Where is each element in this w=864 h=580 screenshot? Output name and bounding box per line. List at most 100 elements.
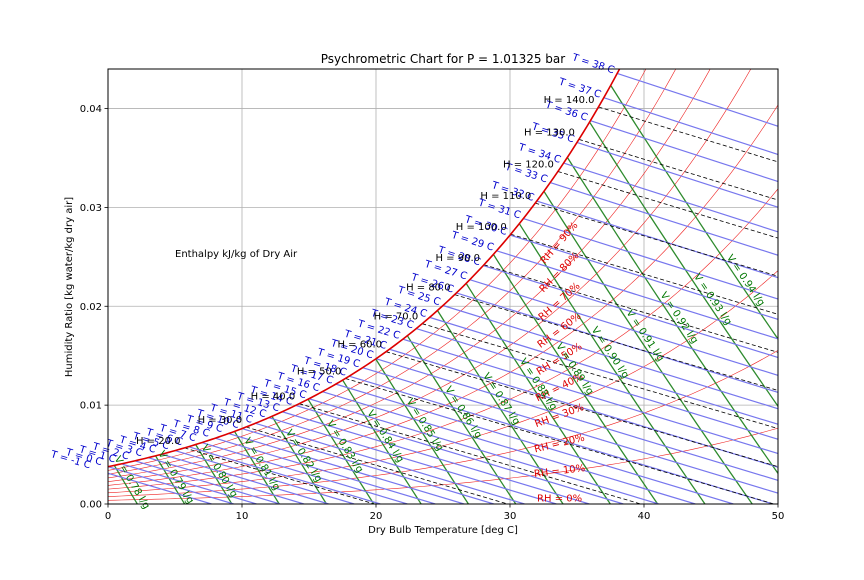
enthalpy-line <box>385 351 778 468</box>
enthalpy-line <box>299 403 641 504</box>
volume-line <box>233 431 280 504</box>
volume-line <box>154 455 186 504</box>
wet-bulb-line <box>483 265 778 359</box>
wet-bulb-line <box>402 338 778 455</box>
wet-bulb-line <box>416 328 778 440</box>
enthalpy-annotation: Enthalpy kJ/kg of Dry Air <box>175 249 298 260</box>
enthalpy-label: H = 80.0 <box>406 283 451 294</box>
wet-bulb-line <box>389 348 778 468</box>
wet-bulb-line <box>201 442 408 504</box>
wet-bulb-line <box>215 437 436 504</box>
enthalpy-label: H = 140.0 <box>544 95 595 106</box>
x-tick-label: 0 <box>105 511 111 522</box>
enthalpy-label: H = 40.0 <box>251 392 296 403</box>
wet-bulb-line <box>108 472 212 504</box>
x-tick-label: 10 <box>236 511 249 522</box>
rh-curve <box>108 188 778 490</box>
volume-line <box>113 465 138 504</box>
x-tick-label: 20 <box>370 511 383 522</box>
wet-bulb-line <box>188 446 381 504</box>
rh-curve <box>108 69 647 471</box>
wet-bulb-line <box>241 427 494 504</box>
volume-line <box>465 283 611 504</box>
wet-bulb-line <box>255 422 525 504</box>
x-tick-label: 50 <box>772 511 785 522</box>
enthalpy-label: H = 90.0 <box>435 253 480 264</box>
plot-frame <box>107 68 779 505</box>
enthalpy-line <box>578 139 778 201</box>
rh-curve <box>108 104 778 486</box>
wet-bulb-line <box>228 432 465 504</box>
rh-curve <box>108 69 711 479</box>
saturation-line <box>108 69 621 468</box>
wet-bulb-lines <box>108 72 778 504</box>
wet-bulb-line <box>174 450 355 504</box>
volume-line <box>543 190 753 504</box>
wet-bulb-line <box>335 383 734 504</box>
wet-bulb-line <box>576 141 778 208</box>
enthalpy-line <box>535 202 778 277</box>
y-tick-label: 0.02 <box>80 302 102 313</box>
enthalpy-label: H = 50.0 <box>297 367 342 378</box>
wet-bulb-line <box>590 120 778 183</box>
enthalpy-line <box>598 106 778 163</box>
x-axis-label: Dry Bulb Temperature [deg C] <box>368 525 518 536</box>
volume-line <box>610 85 778 341</box>
enthalpy-label: H = 30.0 <box>198 415 243 426</box>
wet-bulb-line <box>563 162 778 233</box>
wet-bulb-line <box>282 411 590 504</box>
enthalpy-line <box>454 294 778 391</box>
y-tick-label: 0.04 <box>80 104 102 115</box>
wet-bulb-line <box>268 417 557 504</box>
specific-volume-lines <box>113 85 778 504</box>
enthalpy-label: H = 100.0 <box>456 222 507 233</box>
enthalpy-label: H = 70.0 <box>374 312 419 323</box>
x-tick-label: 40 <box>638 511 651 522</box>
chart-title: Psychrometric Chart for P = 1.01325 bar <box>321 52 565 66</box>
enthalpy-label: H = 60.0 <box>337 340 382 351</box>
wet-bulb-line <box>509 234 778 321</box>
volume-line <box>307 398 375 504</box>
wet-bulb-line <box>148 457 305 504</box>
volume-line <box>589 121 778 408</box>
wet-bulb-line <box>108 466 234 504</box>
wet-bulb-line <box>295 404 624 504</box>
volume-line <box>518 223 706 504</box>
wet-bulb-line <box>375 358 778 482</box>
axis-ticks: 0 10 20 30 40 50 0.00 0.01 0.02 0.03 0.04 <box>80 104 785 522</box>
wet-bulb-line <box>469 279 778 376</box>
volume-line <box>195 444 233 504</box>
y-tick-label: 0.03 <box>80 203 102 214</box>
y-tick-label: 0.01 <box>80 401 102 412</box>
wet-bulb-line <box>308 398 659 504</box>
enthalpy-label: H = 20.0 <box>136 436 181 447</box>
enthalpy-lines <box>184 106 778 504</box>
wet-bulb-line <box>322 391 696 504</box>
wet-bulb-line <box>121 463 257 504</box>
wet-bulb-line <box>134 460 281 504</box>
y-axis-label: Humidity Ratio [kg water/kg dry air] <box>64 197 75 377</box>
wet-bulb-line <box>496 250 778 340</box>
rh-label: RH = 0% <box>537 494 582 505</box>
wet-bulb-line <box>550 181 778 256</box>
wet-bulb-line <box>603 97 778 156</box>
enthalpy-line <box>184 447 375 504</box>
y-tick-label: 0.00 <box>80 500 102 511</box>
enthalpy-line <box>422 323 778 429</box>
wet-bulb-line <box>523 217 778 300</box>
saturation-curve <box>108 69 621 468</box>
wet-bulb-line <box>617 72 778 127</box>
x-tick-label: 30 <box>504 511 517 522</box>
enthalpy-label: H = 110.0 <box>480 191 531 202</box>
rh-curve <box>108 69 677 475</box>
wet-bulb-line <box>442 304 778 410</box>
enthalpy-label: H = 130.0 <box>524 127 575 138</box>
enthalpy-label: H = 120.0 <box>503 160 554 171</box>
wet-bulb-line <box>161 453 329 504</box>
enthalpy-line <box>345 378 775 504</box>
wet-bulb-line <box>362 367 778 494</box>
volume-line <box>492 254 659 504</box>
wet-bulb-line <box>429 316 778 425</box>
